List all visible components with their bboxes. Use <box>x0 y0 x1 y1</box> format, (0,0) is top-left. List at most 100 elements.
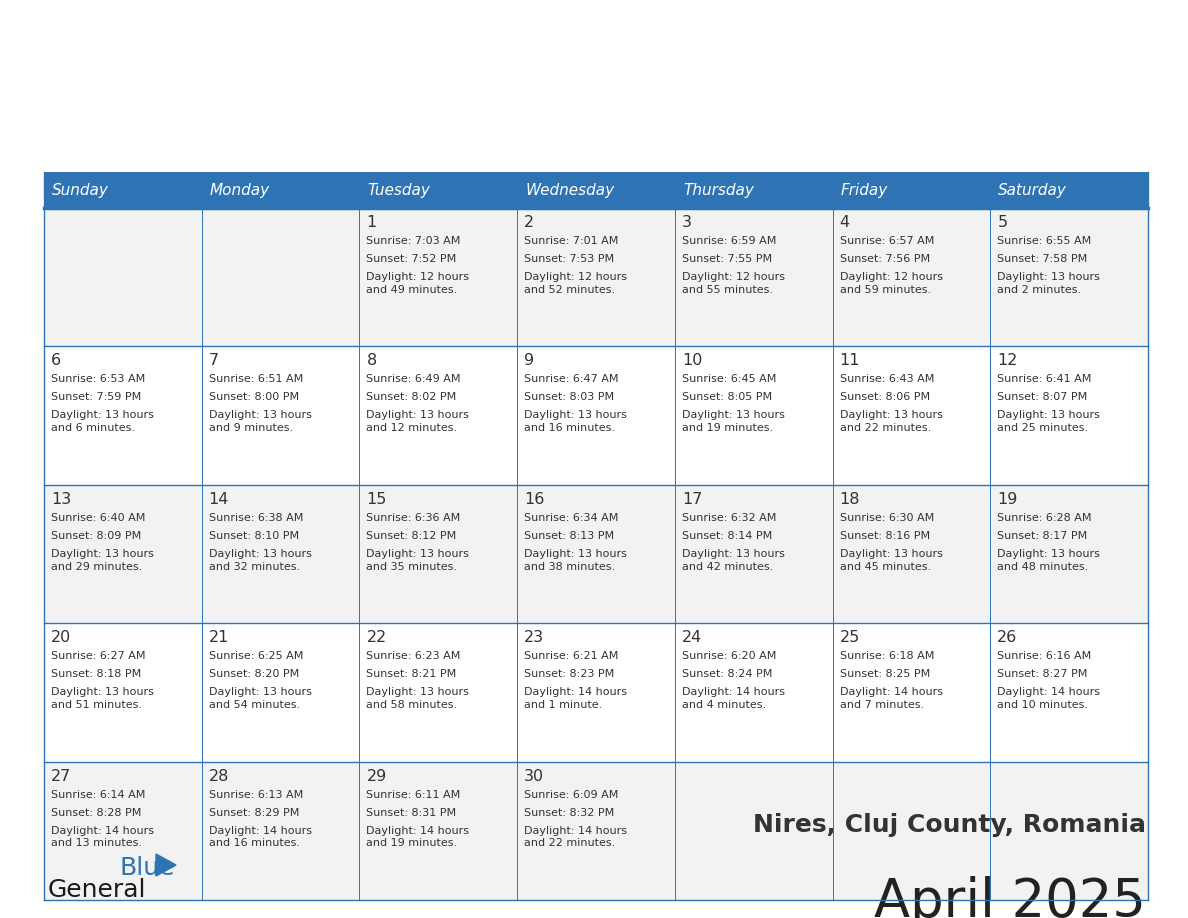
Text: Daylight: 14 hours
and 19 minutes.: Daylight: 14 hours and 19 minutes. <box>366 825 469 848</box>
Text: Sunrise: 6:32 AM: Sunrise: 6:32 AM <box>682 513 776 522</box>
Text: Sunrise: 6:13 AM: Sunrise: 6:13 AM <box>209 789 303 800</box>
Text: Sunset: 8:23 PM: Sunset: 8:23 PM <box>524 669 614 679</box>
Text: 16: 16 <box>524 492 544 507</box>
Text: Daylight: 13 hours
and 35 minutes.: Daylight: 13 hours and 35 minutes. <box>366 549 469 572</box>
Text: 29: 29 <box>366 768 386 784</box>
Text: Sunrise: 6:18 AM: Sunrise: 6:18 AM <box>840 651 934 661</box>
Text: April 2025: April 2025 <box>874 876 1146 918</box>
Text: Sunset: 8:03 PM: Sunset: 8:03 PM <box>524 392 614 402</box>
Text: Sunrise: 6:45 AM: Sunrise: 6:45 AM <box>682 375 776 385</box>
Text: Sunset: 8:32 PM: Sunset: 8:32 PM <box>524 808 614 818</box>
Text: Daylight: 13 hours
and 9 minutes.: Daylight: 13 hours and 9 minutes. <box>209 410 311 433</box>
Text: Daylight: 13 hours
and 45 minutes.: Daylight: 13 hours and 45 minutes. <box>840 549 942 572</box>
Text: Sunset: 8:02 PM: Sunset: 8:02 PM <box>366 392 456 402</box>
Text: Sunrise: 6:25 AM: Sunrise: 6:25 AM <box>209 651 303 661</box>
Text: 5: 5 <box>997 215 1007 230</box>
Text: Daylight: 13 hours
and 54 minutes.: Daylight: 13 hours and 54 minutes. <box>209 688 311 710</box>
Text: Sunrise: 6:21 AM: Sunrise: 6:21 AM <box>524 651 619 661</box>
Text: Sunrise: 6:47 AM: Sunrise: 6:47 AM <box>524 375 619 385</box>
Bar <box>44 172 1148 208</box>
Text: Sunset: 8:06 PM: Sunset: 8:06 PM <box>840 392 930 402</box>
Text: 1: 1 <box>366 215 377 230</box>
Text: Sunrise: 6:51 AM: Sunrise: 6:51 AM <box>209 375 303 385</box>
Text: Monday: Monday <box>210 183 270 197</box>
Text: Sunset: 8:14 PM: Sunset: 8:14 PM <box>682 531 772 541</box>
Text: 2: 2 <box>524 215 535 230</box>
Text: 30: 30 <box>524 768 544 784</box>
Text: Sunrise: 6:20 AM: Sunrise: 6:20 AM <box>682 651 776 661</box>
Text: 10: 10 <box>682 353 702 368</box>
Text: Sunset: 8:16 PM: Sunset: 8:16 PM <box>840 531 930 541</box>
Text: 17: 17 <box>682 492 702 507</box>
Text: Daylight: 13 hours
and 19 minutes.: Daylight: 13 hours and 19 minutes. <box>682 410 785 433</box>
Text: Daylight: 13 hours
and 32 minutes.: Daylight: 13 hours and 32 minutes. <box>209 549 311 572</box>
Text: Sunrise: 6:23 AM: Sunrise: 6:23 AM <box>366 651 461 661</box>
Text: Sunset: 8:10 PM: Sunset: 8:10 PM <box>209 531 299 541</box>
Text: Daylight: 13 hours
and 48 minutes.: Daylight: 13 hours and 48 minutes. <box>997 549 1100 572</box>
Text: Sunset: 8:21 PM: Sunset: 8:21 PM <box>366 669 456 679</box>
Text: Daylight: 13 hours
and 42 minutes.: Daylight: 13 hours and 42 minutes. <box>682 549 785 572</box>
Text: Sunset: 8:25 PM: Sunset: 8:25 PM <box>840 669 930 679</box>
Text: Sunset: 7:56 PM: Sunset: 7:56 PM <box>840 254 930 264</box>
Text: Wednesday: Wednesday <box>525 183 614 197</box>
Text: 8: 8 <box>366 353 377 368</box>
Bar <box>44 623 1148 762</box>
Text: Sunset: 8:13 PM: Sunset: 8:13 PM <box>524 531 614 541</box>
Text: 3: 3 <box>682 215 691 230</box>
Text: Sunrise: 6:53 AM: Sunrise: 6:53 AM <box>51 375 145 385</box>
Text: 18: 18 <box>840 492 860 507</box>
Bar <box>44 208 1148 346</box>
Text: Daylight: 13 hours
and 22 minutes.: Daylight: 13 hours and 22 minutes. <box>840 410 942 433</box>
Text: Sunset: 8:24 PM: Sunset: 8:24 PM <box>682 669 772 679</box>
Text: 6: 6 <box>51 353 61 368</box>
Text: 25: 25 <box>840 630 860 645</box>
Text: Sunrise: 6:49 AM: Sunrise: 6:49 AM <box>366 375 461 385</box>
Text: Sunset: 8:00 PM: Sunset: 8:00 PM <box>209 392 299 402</box>
Text: Sunset: 8:20 PM: Sunset: 8:20 PM <box>209 669 299 679</box>
Text: Daylight: 13 hours
and 58 minutes.: Daylight: 13 hours and 58 minutes. <box>366 688 469 710</box>
Text: Sunrise: 6:59 AM: Sunrise: 6:59 AM <box>682 236 776 246</box>
Text: Nires, Cluj County, Romania: Nires, Cluj County, Romania <box>753 813 1146 837</box>
Text: Sunset: 8:12 PM: Sunset: 8:12 PM <box>366 531 456 541</box>
Text: Daylight: 12 hours
and 52 minutes.: Daylight: 12 hours and 52 minutes. <box>524 272 627 295</box>
Text: Sunrise: 6:27 AM: Sunrise: 6:27 AM <box>51 651 145 661</box>
Text: Daylight: 14 hours
and 22 minutes.: Daylight: 14 hours and 22 minutes. <box>524 825 627 848</box>
Text: Thursday: Thursday <box>683 183 753 197</box>
Text: Sunrise: 6:57 AM: Sunrise: 6:57 AM <box>840 236 934 246</box>
Text: 7: 7 <box>209 353 219 368</box>
Text: Sunset: 8:31 PM: Sunset: 8:31 PM <box>366 808 456 818</box>
Text: 4: 4 <box>840 215 849 230</box>
Text: Sunrise: 6:36 AM: Sunrise: 6:36 AM <box>366 513 461 522</box>
Text: Daylight: 13 hours
and 6 minutes.: Daylight: 13 hours and 6 minutes. <box>51 410 154 433</box>
Text: Daylight: 13 hours
and 51 minutes.: Daylight: 13 hours and 51 minutes. <box>51 688 154 710</box>
Text: Sunset: 8:05 PM: Sunset: 8:05 PM <box>682 392 772 402</box>
Bar <box>44 485 1148 623</box>
Text: Daylight: 13 hours
and 12 minutes.: Daylight: 13 hours and 12 minutes. <box>366 410 469 433</box>
Text: Sunrise: 6:40 AM: Sunrise: 6:40 AM <box>51 513 145 522</box>
Text: Sunset: 7:52 PM: Sunset: 7:52 PM <box>366 254 456 264</box>
Text: Daylight: 12 hours
and 55 minutes.: Daylight: 12 hours and 55 minutes. <box>682 272 785 295</box>
Text: 23: 23 <box>524 630 544 645</box>
Text: Sunset: 7:55 PM: Sunset: 7:55 PM <box>682 254 772 264</box>
Text: Daylight: 13 hours
and 16 minutes.: Daylight: 13 hours and 16 minutes. <box>524 410 627 433</box>
Text: 26: 26 <box>997 630 1018 645</box>
Text: Sunrise: 6:55 AM: Sunrise: 6:55 AM <box>997 236 1092 246</box>
Text: 20: 20 <box>51 630 71 645</box>
Text: 12: 12 <box>997 353 1018 368</box>
Text: Daylight: 13 hours
and 38 minutes.: Daylight: 13 hours and 38 minutes. <box>524 549 627 572</box>
Text: Blue: Blue <box>120 856 176 880</box>
Text: Daylight: 14 hours
and 1 minute.: Daylight: 14 hours and 1 minute. <box>524 688 627 710</box>
Text: 14: 14 <box>209 492 229 507</box>
Text: Sunrise: 6:11 AM: Sunrise: 6:11 AM <box>366 789 461 800</box>
Text: 11: 11 <box>840 353 860 368</box>
Bar <box>44 346 1148 485</box>
Text: 24: 24 <box>682 630 702 645</box>
Text: Friday: Friday <box>841 183 887 197</box>
Text: Sunset: 8:27 PM: Sunset: 8:27 PM <box>997 669 1088 679</box>
Text: Daylight: 12 hours
and 59 minutes.: Daylight: 12 hours and 59 minutes. <box>840 272 942 295</box>
Text: 13: 13 <box>51 492 71 507</box>
Text: Sunrise: 6:09 AM: Sunrise: 6:09 AM <box>524 789 619 800</box>
Bar <box>44 762 1148 900</box>
Text: 27: 27 <box>51 768 71 784</box>
Text: Saturday: Saturday <box>998 183 1067 197</box>
